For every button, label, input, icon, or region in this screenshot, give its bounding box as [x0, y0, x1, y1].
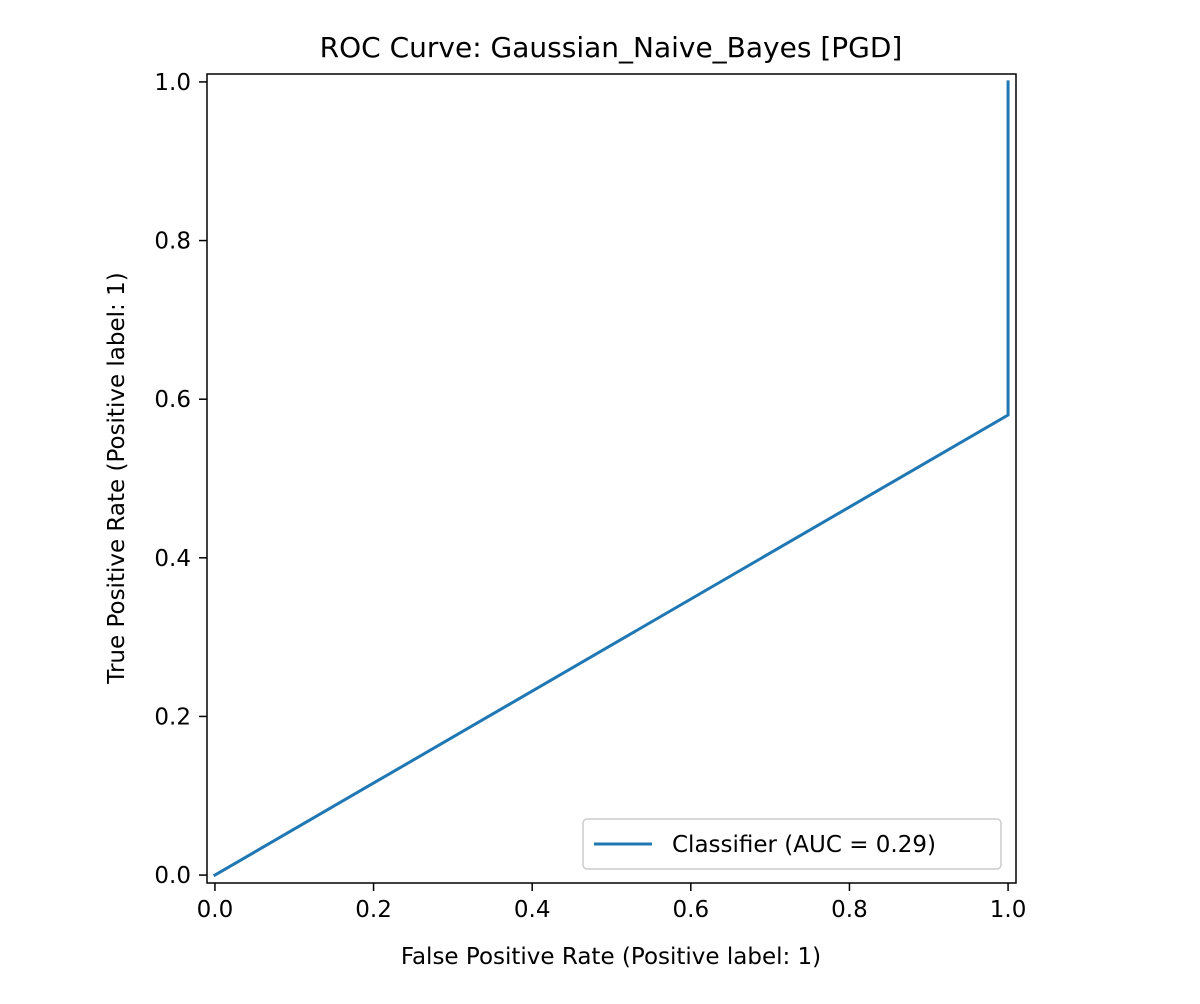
roc-series-line [212, 80, 1010, 878]
y-tick-label: 1.0 [154, 70, 191, 96]
x-tick-label: 0.0 [197, 897, 234, 923]
plot-frame [206, 73, 1017, 884]
y-tick-label: 0.4 [154, 546, 191, 572]
legend: Classifier (AUC = 0.29) [582, 818, 1002, 870]
y-axis-label: True Positive Rate (Positive label: 1) [104, 272, 130, 684]
x-tick-label: 0.2 [355, 897, 392, 923]
y-tick-label: 0.2 [154, 704, 191, 730]
series-layer [212, 80, 1010, 878]
x-tick-label: 0.8 [831, 897, 868, 923]
ticks-layer: 0.0 0.2 0.4 0.6 0.8 1.0 0.0 0.2 0.4 0.6 0.8 1.0 [154, 70, 1026, 923]
x-tick-label: 0.6 [673, 897, 710, 923]
x-tick-label: 1.0 [990, 897, 1027, 923]
x-axis-label: False Positive Rate (Positive label: 1) [401, 944, 821, 970]
y-tick-label: 0.6 [154, 387, 191, 413]
chart-title: ROC Curve: Gaussian_Naive_Bayes [PGD] [320, 31, 903, 64]
legend-box [582, 818, 1002, 870]
legend-label: Classifier (AUC = 0.29) [672, 832, 936, 858]
x-tick-label: 0.4 [514, 897, 551, 923]
y-tick-label: 0.0 [154, 863, 191, 889]
y-tick-label: 0.8 [154, 229, 191, 255]
